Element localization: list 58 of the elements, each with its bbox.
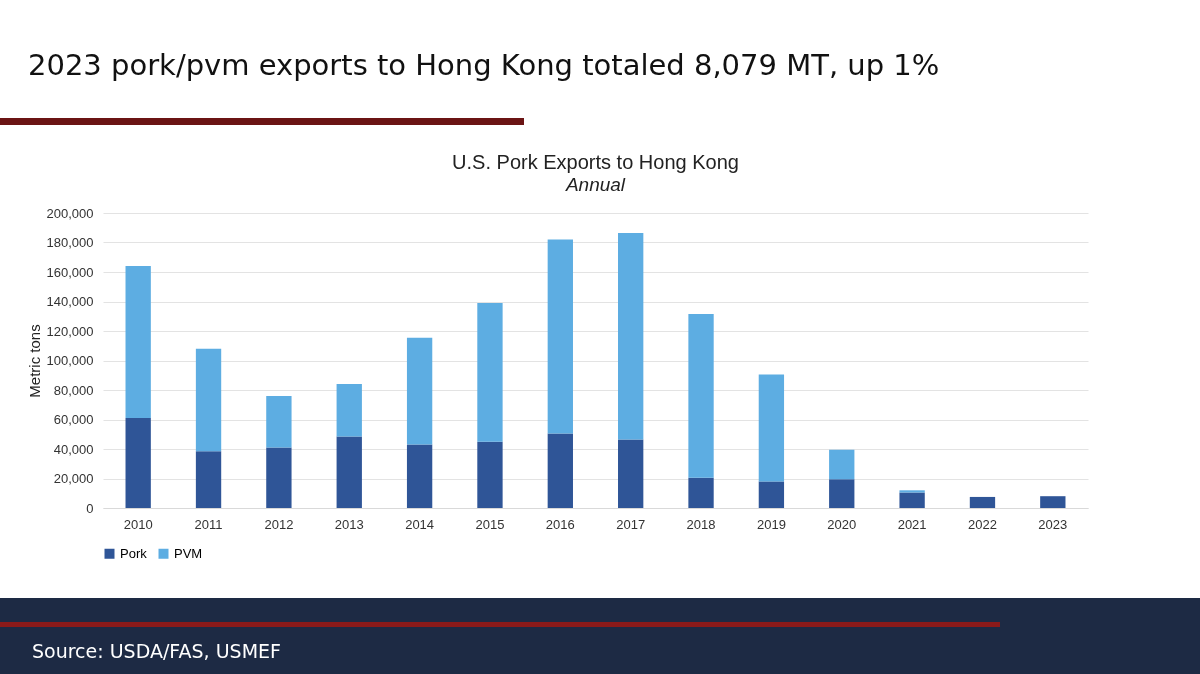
bar [969, 496, 996, 508]
y-tick-label: 100,000 [46, 353, 94, 368]
bar [688, 477, 714, 508]
y-tick-label: 0 [86, 500, 94, 516]
bar [266, 447, 292, 508]
bar [618, 439, 644, 508]
x-tick-label: 2010 [123, 516, 153, 532]
x-tick-label: 2020 [827, 516, 857, 532]
y-tick-label: 40,000 [53, 441, 94, 457]
bar [406, 337, 433, 445]
x-tick-label: 2022 [968, 516, 997, 532]
chart-subtitle: U.S. Pork Exports to Hong Kong [452, 151, 739, 173]
y-tick-label: 20,000 [53, 471, 94, 486]
bar [829, 449, 855, 480]
text: Annual [564, 174, 626, 195]
bar [125, 418, 151, 508]
x-tick-label: 2023 [1038, 516, 1068, 532]
y-tick-label: 200,000 [46, 205, 94, 221]
bar [336, 436, 362, 508]
y-axis-title: Metric tons [25, 324, 43, 398]
bar [477, 441, 503, 508]
bar [829, 479, 855, 508]
bar [125, 266, 151, 419]
y-tick-label: 80,000 [53, 382, 94, 398]
x-tick-label: 2018 [686, 516, 716, 532]
bar [477, 302, 503, 442]
x-tick-label: 2021 [897, 516, 927, 532]
bar [336, 384, 362, 437]
bar [266, 395, 292, 448]
y-tick-label: 140,000 [46, 294, 94, 309]
legend-label: PVM [174, 545, 203, 561]
x-tick-label: 2017 [616, 516, 646, 532]
bar [1040, 496, 1066, 508]
bar [547, 239, 573, 434]
bar [758, 481, 785, 508]
source-note: Source: USDA/FAS, USMEF [32, 640, 281, 662]
bar [899, 490, 925, 493]
x-tick-label: 2019 [756, 516, 786, 532]
x-tick-label: 2013 [334, 516, 364, 532]
x-tick-label: 2011 [194, 516, 223, 532]
bar [618, 232, 644, 440]
chart-title: 2023 pork/pvm exports to Hong Kong totaled 8,079 MT, up 1% [28, 48, 940, 82]
legend-label: Pork [120, 545, 148, 561]
bar [406, 444, 433, 508]
y-tick-label: 180,000 [46, 235, 94, 250]
bar [547, 433, 573, 508]
bar [195, 451, 222, 508]
x-tick-label: 2016 [545, 516, 575, 532]
y-tick-label: 60,000 [53, 412, 94, 427]
x-tick-label: 2014 [405, 516, 435, 532]
bar [758, 374, 785, 482]
bar [899, 492, 925, 508]
bar [195, 348, 222, 452]
x-tick-label: 2015 [475, 516, 505, 532]
y-tick-label: 160,000 [46, 264, 94, 280]
bar [688, 314, 714, 478]
x-tick-label: 2012 [264, 516, 294, 532]
y-tick-label: 120,000 [46, 323, 94, 339]
